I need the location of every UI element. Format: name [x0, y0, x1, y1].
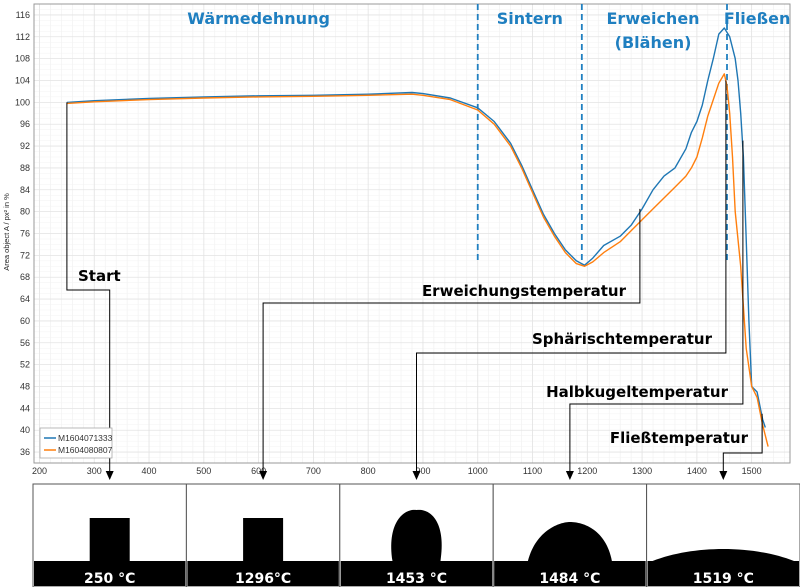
y-tick-label: 48 — [20, 382, 30, 392]
phase-label: (Blähen) — [615, 33, 692, 52]
specimen-panel: 1296°C — [185, 483, 341, 587]
callout-label: Halbkugeltemperatur — [546, 383, 729, 401]
y-tick-label: 96 — [20, 119, 30, 129]
specimen-shape — [243, 518, 284, 562]
legend-label-series-2: M1604080807 — [58, 445, 113, 455]
y-tick-label: 36 — [20, 447, 30, 457]
y-tick-label: 56 — [20, 338, 30, 348]
specimen-temperature-label: 1519 °C — [693, 571, 754, 587]
specimen-shape — [527, 522, 612, 561]
specimen-panel: 1484 °C — [492, 483, 648, 587]
legend-label-series-1: M1604071333 — [58, 433, 113, 443]
y-tick-label: 80 — [20, 207, 30, 217]
callout-arrowhead — [565, 471, 574, 480]
specimen-temperature-label: 250 °C — [84, 571, 135, 587]
callout-arrowhead — [259, 471, 268, 480]
callout-leader-line — [262, 208, 641, 476]
phase-boundaries — [476, 4, 728, 264]
callout-arrowhead — [105, 471, 114, 480]
callout-leader-line — [66, 102, 111, 476]
callout-4: Halbkugeltemperatur — [546, 140, 744, 480]
callout-leader-line — [569, 140, 744, 476]
specimen-shape — [652, 549, 794, 561]
y-tick-label: 112 — [16, 32, 30, 42]
x-axis: 200 300 400 500 600 700 800 900 1000 1100 1200 1300… — [32, 466, 762, 476]
y-tick-label: 60 — [20, 316, 30, 326]
callout-2: Erweichungstemperatur — [259, 208, 641, 480]
legend-box — [39, 427, 113, 459]
specimen-shape — [391, 509, 442, 561]
callout-label: Start — [78, 267, 121, 285]
y-tick-label: 116 — [16, 10, 30, 20]
specimen-base-plate — [34, 561, 186, 586]
specimen-temperature-label: 1453 °C — [386, 571, 447, 587]
series-line-1 — [66, 27, 766, 428]
callout-label: Sphärischtemperatur — [532, 330, 713, 348]
y-tick-label: 64 — [20, 294, 30, 304]
callout-label: Erweichungstemperatur — [422, 282, 627, 300]
phase-label: Erweichen — [607, 9, 700, 28]
y-tick-label: 52 — [20, 360, 30, 370]
plot-frame — [33, 3, 791, 464]
x-tick-label: 400 — [142, 466, 157, 476]
legend: M1604071333 M1604080807 — [39, 427, 113, 459]
y-tick-label: 72 — [20, 250, 30, 260]
y-tick-label: 92 — [20, 141, 30, 151]
x-tick-label: 1000 — [468, 466, 488, 476]
phase-label: Sintern — [497, 9, 563, 28]
specimen-panel: 1453 °C — [339, 483, 494, 587]
x-tick-label: 1300 — [632, 466, 652, 476]
callouts: Start Erweichungstemperatur Sphärischtempe… — [66, 80, 763, 480]
callout-leader-line — [416, 80, 727, 476]
specimen-panel: 250 °C — [32, 483, 187, 587]
x-tick-label: 600 — [251, 466, 266, 476]
callout-leader-line — [722, 413, 763, 476]
y-tick-label: 108 — [15, 54, 30, 64]
y-tick-label: 76 — [20, 229, 30, 239]
x-tick-label: 1200 — [577, 466, 597, 476]
callout-label: Fließtemperatur — [610, 429, 749, 447]
specimen-base-plate — [647, 561, 799, 586]
specimen-base-plate — [494, 561, 646, 586]
callout-1: Start — [66, 102, 121, 480]
specimen-base-plate — [340, 561, 493, 586]
y-tick-label: 68 — [20, 272, 30, 282]
series-line-2 — [66, 73, 769, 447]
phase-label: Fließen — [724, 9, 791, 28]
x-tick-label: 900 — [415, 466, 430, 476]
grid — [34, 4, 790, 463]
phase-labels: Wärmedehnung Sintern Erweichen (Blähen) Flie… — [187, 9, 790, 52]
y-axis-label: Area object A / px² in % — [2, 193, 11, 271]
x-tick-label: 1400 — [687, 466, 707, 476]
x-tick-label: 1100 — [523, 466, 542, 476]
x-tick-label: 300 — [87, 466, 102, 476]
specimen-base-plate — [187, 561, 339, 586]
specimen-temperature-label: 1484 °C — [539, 571, 600, 587]
callout-arrowhead — [719, 471, 728, 480]
specimen-temperature-label: 1296°C — [235, 571, 291, 587]
callout-5: Fließtemperatur — [610, 413, 763, 480]
specimen-shape — [89, 518, 130, 562]
x-tick-label: 500 — [196, 466, 211, 476]
y-axis: 36 40 44 48 52 56 60 64 68 72 76 80 84 88 92 96 100 104 10… — [15, 10, 30, 457]
y-tick-label: 104 — [15, 76, 30, 86]
y-tick-label: 44 — [20, 403, 30, 413]
specimen-panel: 1519 °C — [646, 483, 800, 587]
y-tick-label: 40 — [20, 425, 30, 435]
x-tick-label: 1500 — [742, 466, 762, 476]
x-tick-label: 700 — [306, 466, 321, 476]
x-tick-label: 200 — [32, 466, 47, 476]
callout-3: Sphärischtemperatur — [412, 80, 727, 480]
phase-label: Wärmedehnung — [187, 9, 330, 28]
specimen-image-strip: 250 °C 1296°C 1453 °C 1484 °C 1519 °C — [32, 483, 800, 587]
callout-arrowhead — [412, 471, 421, 480]
y-tick-label: 100 — [15, 97, 30, 107]
y-tick-label: 88 — [20, 163, 30, 173]
y-tick-label: 84 — [20, 185, 30, 195]
x-tick-label: 800 — [361, 466, 376, 476]
series-lines — [66, 27, 769, 447]
